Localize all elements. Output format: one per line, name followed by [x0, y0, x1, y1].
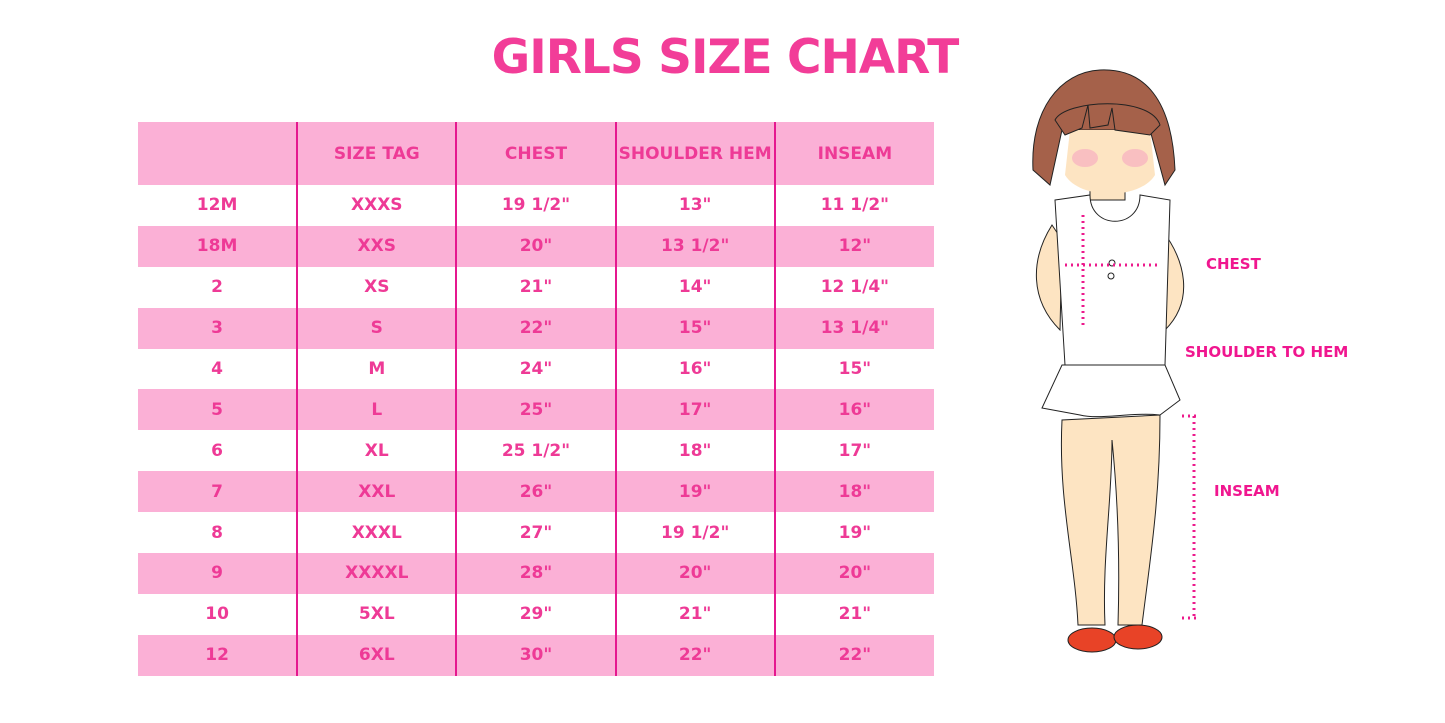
table-cell: 10 — [205, 604, 229, 625]
table-cell: 20" — [455, 225, 616, 267]
chest-label: CHEST — [1206, 255, 1261, 273]
inseam-label: INSEAM — [1214, 482, 1280, 500]
table-cell: 21" — [773, 593, 934, 635]
table-cell: 21" — [614, 593, 775, 635]
column-header: SIZE TAG — [296, 122, 457, 185]
table-row: 12M XXXS 19 1/2" 13" 11 1/2" — [138, 185, 934, 226]
shoulder-to-hem-label: SHOULDER TO HEM — [1185, 343, 1349, 361]
table-cell: 15" — [773, 348, 934, 390]
table-cell: 8 — [211, 522, 224, 543]
table-cell: 15" — [614, 307, 775, 349]
table-cell: 5XL — [296, 593, 457, 635]
column-header — [138, 122, 298, 185]
column-header: CHEST — [455, 122, 616, 185]
table-row: 6 XL 25 1/2" 18" 17" — [138, 430, 934, 472]
table-cell: 25 1/2" — [455, 430, 616, 472]
table-cell: 3 — [138, 307, 298, 349]
table-cell: 28" — [455, 553, 616, 594]
table-cell: 18" — [773, 471, 934, 513]
table-cell: 19 1/2" — [455, 185, 616, 226]
table-cell: XXXXL — [296, 553, 457, 594]
table-cell: 22" — [773, 634, 934, 676]
table-row: 12 6XL 30" 22" 22" — [138, 634, 934, 676]
table-row: 3 S 22" 15" 13 1/4" — [138, 307, 934, 349]
button — [1107, 272, 1115, 280]
table-cell: 21" — [455, 266, 616, 308]
table-cell: S — [296, 307, 457, 349]
table-cell: 14" — [614, 266, 775, 308]
table-cell: XXXS — [296, 185, 457, 226]
column-header: SHOULDER HEM — [614, 122, 775, 185]
table-cell: 17" — [773, 430, 934, 472]
table-cell: 16" — [614, 348, 775, 390]
table-row: 10 5XL 29" 21" 21" — [138, 593, 934, 635]
table-cell: 12 — [138, 634, 298, 676]
table-cell: 27" — [455, 512, 616, 554]
table-cell: 29" — [455, 593, 616, 635]
table-cell: 12" — [773, 225, 934, 267]
table-cell: 7 — [138, 471, 298, 513]
table-header-row: SIZE TAG CHEST SHOULDER HEM INSEAM — [138, 122, 934, 185]
top — [1054, 194, 1171, 366]
table-cell: 26" — [455, 471, 616, 513]
table-cell: 22" — [614, 634, 775, 676]
table-cell: 16" — [773, 389, 934, 431]
table-cell: 24" — [455, 348, 616, 390]
table-cell: 22" — [455, 307, 616, 349]
table-cell: 11 1/2" — [773, 185, 934, 226]
bangs — [1054, 103, 1161, 136]
table-cell: 5 — [138, 389, 298, 431]
table-cell: 25" — [455, 389, 616, 431]
shoe — [1113, 624, 1163, 650]
table-cell: M — [296, 348, 457, 390]
table-cell: 20" — [614, 553, 775, 594]
table-cell: 4 — [211, 359, 224, 379]
size-chart-table: SIZE TAG CHEST SHOULDER HEM INSEAM 12M XXXS 1… — [138, 122, 934, 676]
table-cell: 20" — [773, 553, 934, 594]
column-header: INSEAM — [773, 122, 934, 185]
table-cell: 12 1/4" — [773, 266, 934, 308]
table-cell: 18M — [138, 225, 298, 267]
table-cell: 19" — [773, 512, 934, 554]
table-cell: 30" — [455, 634, 616, 676]
table-cell: 6XL — [296, 634, 457, 676]
table-row: 7 XXL 26" 19" 18" — [138, 471, 934, 513]
table-cell: XXS — [296, 225, 457, 267]
table-row: 18M XXS 20" 13 1/2" 12" — [138, 225, 934, 267]
table-cell: 17" — [614, 389, 775, 431]
cheek — [1122, 149, 1148, 167]
table-cell: L — [296, 389, 457, 431]
table-cell: 13" — [614, 185, 775, 226]
table-row: 4 M 24" 16" 15" — [138, 348, 934, 390]
table-cell: 9 — [138, 553, 298, 594]
table-cell: 13 1/2" — [614, 225, 775, 267]
table-cell: 19 1/2" — [614, 512, 775, 554]
face — [1065, 130, 1155, 194]
table-cell: 2 — [211, 277, 224, 298]
table-cell: XS — [296, 266, 457, 308]
ruffle-skirt — [1041, 364, 1181, 418]
table-cell: XXL — [296, 471, 457, 513]
table-row: 8 XXXL 27" 19 1/2" 19" — [138, 512, 934, 554]
table-cell: 18" — [614, 430, 775, 472]
hair — [1032, 69, 1176, 187]
table-cell: 13 1/4" — [773, 307, 934, 349]
table-row: 5 L 25" 17" 16" — [138, 389, 934, 431]
cheek — [1072, 149, 1098, 167]
shoe — [1067, 627, 1117, 653]
table-cell: 6 — [211, 440, 224, 461]
legs — [1060, 414, 1161, 626]
table-cell: 12M — [196, 195, 238, 216]
page-title: GIRLS SIZE CHART — [491, 30, 960, 85]
table-row: 2 XS 21" 14" 12 1/4" — [138, 266, 934, 308]
table-cell: 19" — [614, 471, 775, 513]
table-row: 9 XXXXL 28" 20" 20" — [138, 553, 934, 594]
table-cell: XL — [296, 430, 457, 472]
table-cell: XXXL — [296, 512, 457, 554]
